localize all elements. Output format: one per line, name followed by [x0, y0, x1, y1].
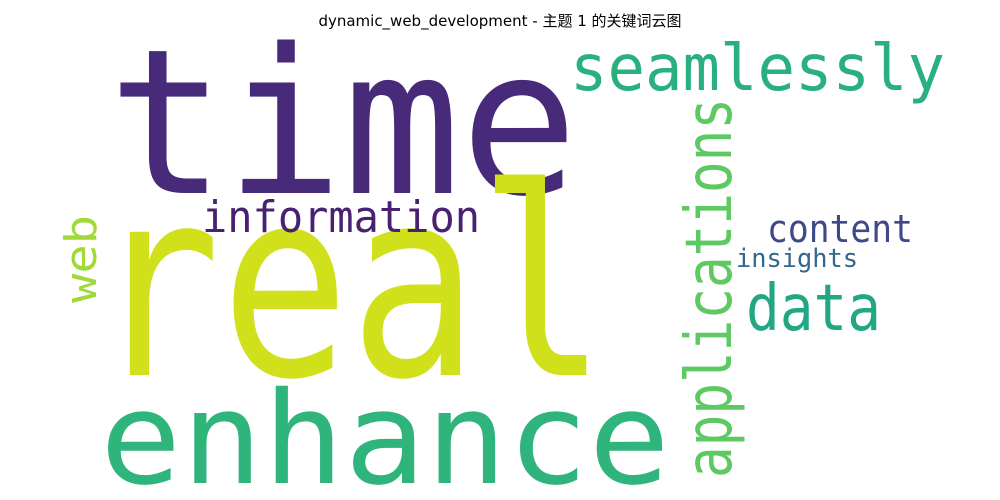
- word-seamlessly: seamlessly: [570, 32, 945, 106]
- word-real: real: [92, 132, 607, 437]
- word-web: web: [56, 215, 107, 303]
- word-applications: applications: [673, 98, 747, 478]
- word-time: time: [108, 5, 578, 241]
- word-content: content: [767, 207, 913, 251]
- word-data: data: [746, 272, 881, 346]
- chart-title: dynamic_web_development - 主题 1 的关键词云图: [318, 12, 682, 30]
- word-insights: insights: [736, 244, 858, 274]
- word-information: information: [202, 192, 480, 243]
- word-enhance: enhance: [100, 365, 670, 500]
